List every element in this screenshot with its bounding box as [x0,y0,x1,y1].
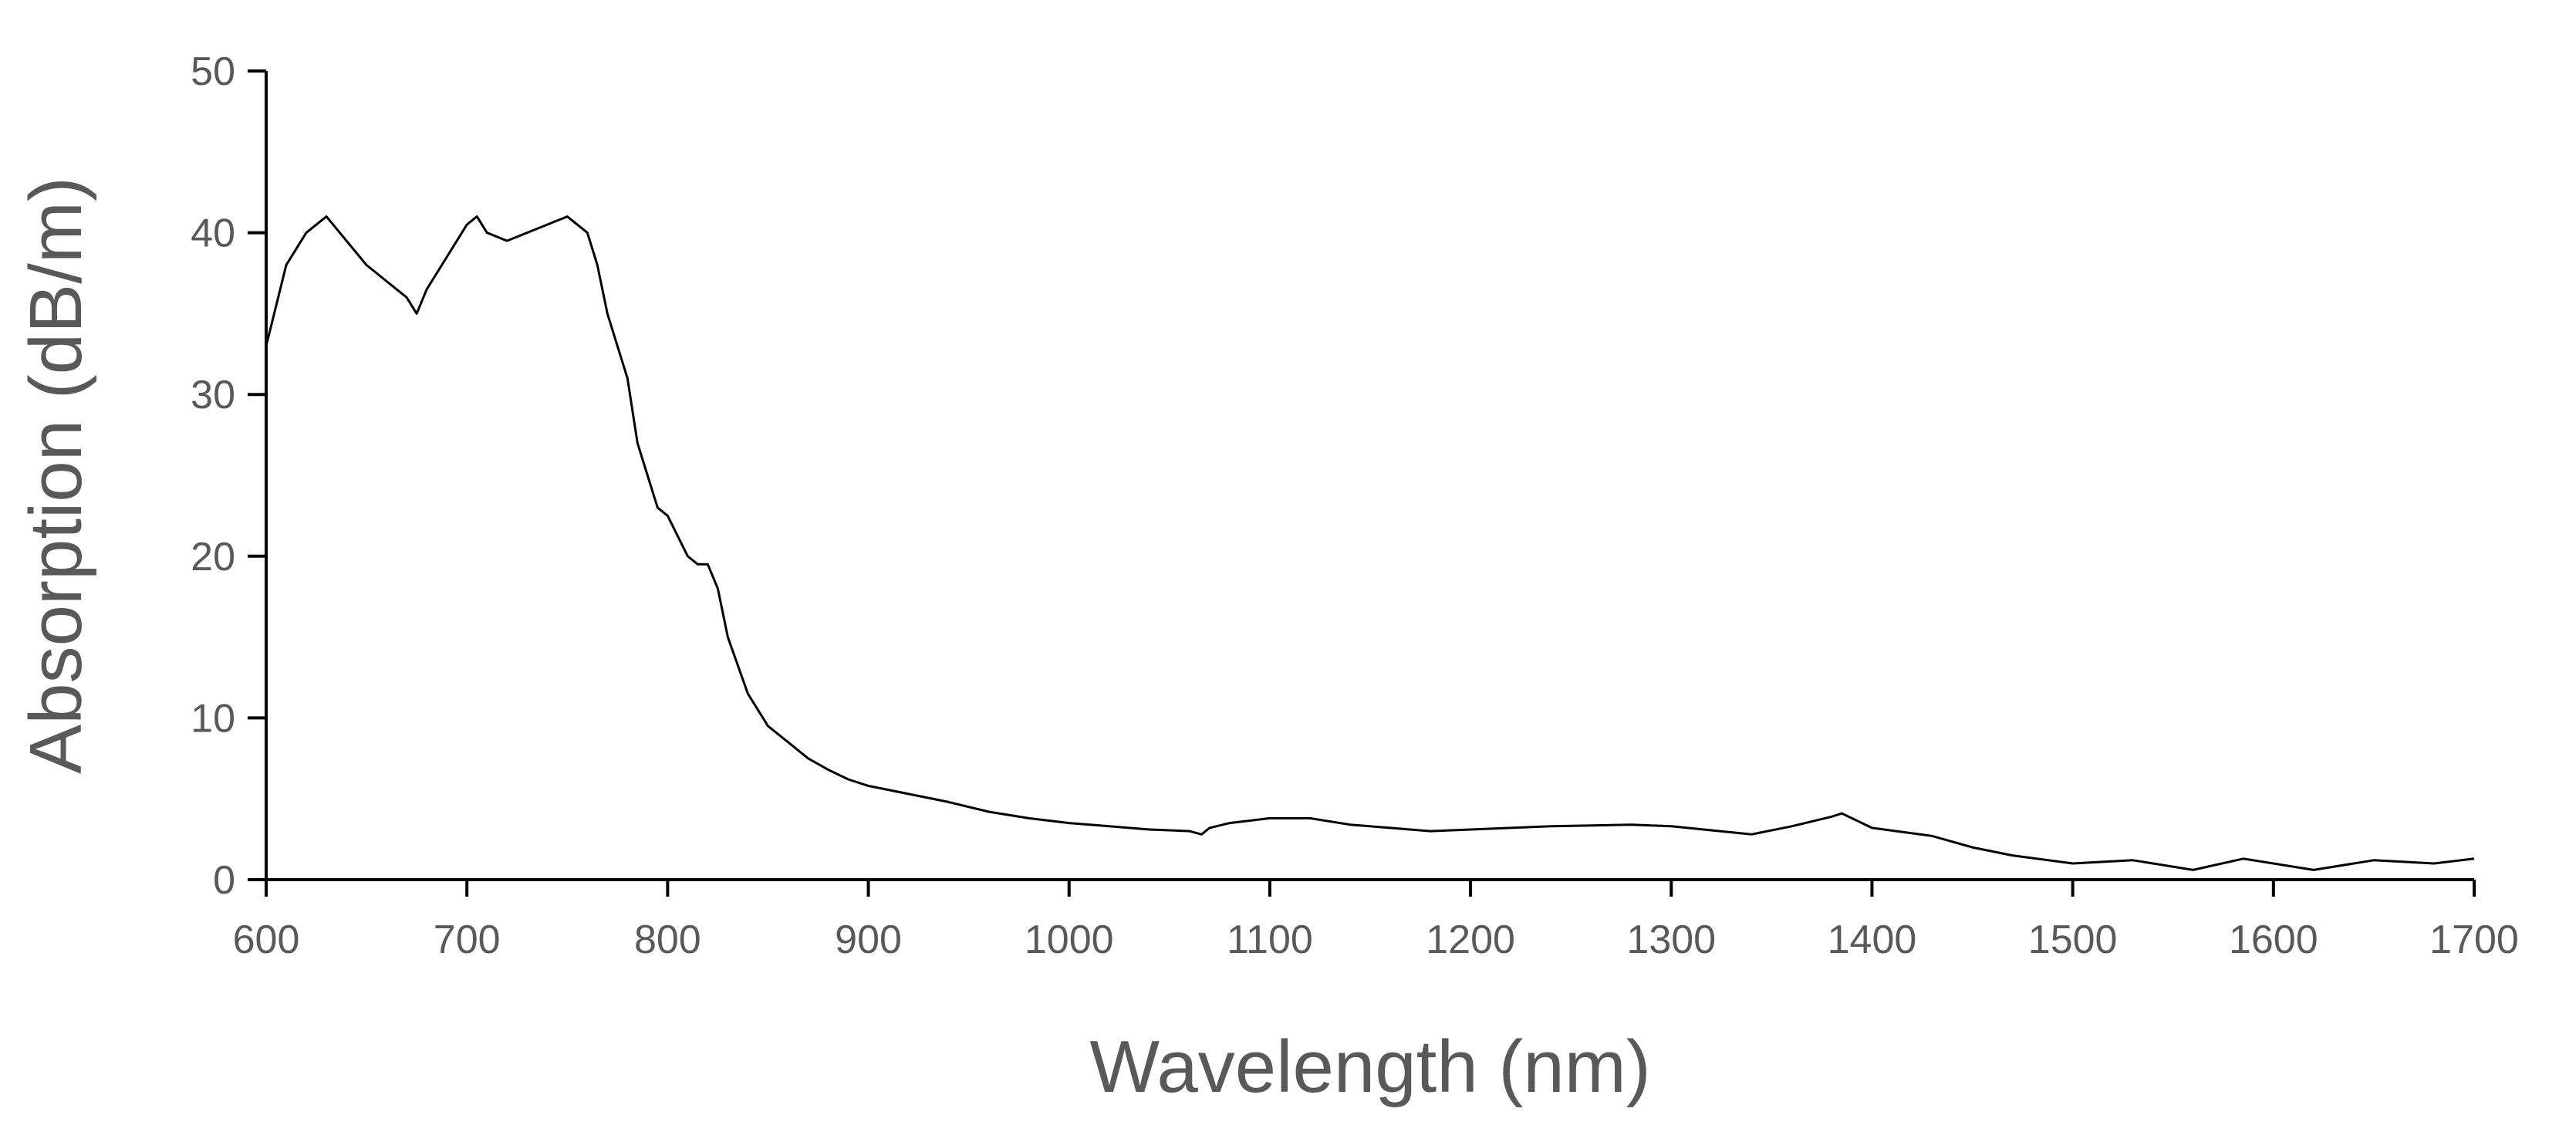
x-tick-label: 1700 [2429,917,2519,962]
absorption-series-line [265,215,2475,871]
x-tick-label: 700 [434,917,501,962]
y-tick-label: 0 [213,858,235,903]
y-axis-title: Absorption (dB/m) [15,177,97,774]
y-axis-ticks: 0 10 20 30 40 50 [191,49,266,903]
x-tick-label: 1500 [2028,917,2118,962]
x-tick-label: 900 [835,917,902,962]
y-tick-label: 50 [191,49,235,94]
y-tick-label: 40 [191,211,235,256]
x-axis-ticks: 600 700 800 900 1000 1100 1200 1300 1400 1500 1600… [233,880,2519,962]
y-tick-label: 20 [191,535,235,580]
y-tick-label: 30 [191,373,235,417]
x-tick-label: 1200 [1426,917,1515,962]
x-tick-label: 1300 [1626,917,1716,962]
x-tick-label: 1600 [2229,917,2318,962]
x-axis-title: Wavelength (nm) [1089,1026,1650,1108]
x-tick-label: 600 [233,917,300,962]
x-tick-label: 1100 [1227,917,1313,962]
x-tick-label: 1000 [1025,917,1114,962]
y-tick-label: 10 [191,696,235,741]
x-tick-label: 800 [634,917,701,962]
x-tick-label: 1400 [1828,917,1917,962]
